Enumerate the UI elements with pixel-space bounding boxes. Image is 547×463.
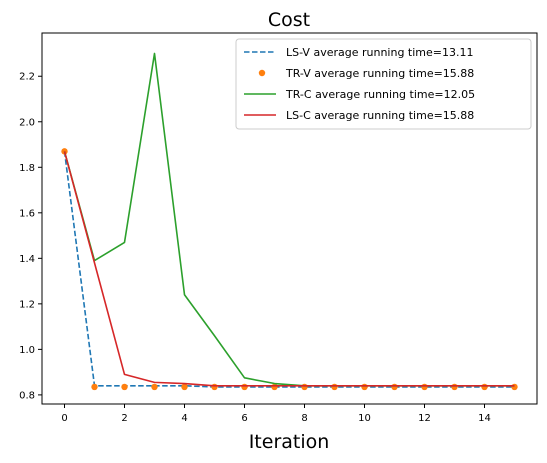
- data-point: [91, 383, 98, 391]
- y-tick-label: 1.6: [19, 208, 35, 219]
- legend-entry: LS-C average running time=15.88: [244, 109, 474, 122]
- data-point: [241, 383, 248, 391]
- data-point: [211, 383, 218, 391]
- y-axis-ticks: 0.8 1.0 1.2 1.4 1.6 1.8 2.0 2.2: [19, 72, 42, 401]
- legend-entry: LS-V average running time=13.11: [244, 46, 474, 59]
- series-layer: [61, 52, 518, 391]
- legend-label: LS-V average running time=13.11: [286, 46, 474, 59]
- x-tick-label: 12: [418, 413, 431, 424]
- x-tick-label: 10: [358, 413, 371, 424]
- legend: LS-V average running time=13.11 TR-V aver…: [235, 38, 532, 130]
- plot-area-frame: [41, 32, 538, 405]
- series-1: [63, 151, 515, 388]
- legend-box: [235, 38, 532, 130]
- x-tick-label: 4: [181, 413, 187, 424]
- data-point: [301, 383, 308, 391]
- chart-title: Cost: [268, 9, 310, 31]
- data-point: [61, 148, 68, 155]
- legend-entry: TR-V average running time=15.88: [258, 67, 474, 80]
- y-tick-label: 0.8: [19, 390, 35, 401]
- data-point: [331, 383, 338, 391]
- x-axis-label: Iteration: [249, 431, 330, 453]
- y-tick-label: 1.2: [19, 299, 35, 310]
- legend-label: TR-V average running time=15.88: [285, 67, 474, 80]
- data-point: [421, 383, 428, 391]
- x-axis-ticks: 0 2 4 6 8 10 12 14: [61, 404, 491, 424]
- y-tick-label: 1.0: [19, 345, 35, 356]
- y-tick-label: 1.8: [19, 163, 35, 174]
- x-tick-label: 14: [478, 413, 491, 424]
- y-tick-label: 2.2: [19, 72, 35, 83]
- legend-marker: [258, 69, 266, 77]
- x-tick-label: 2: [121, 413, 127, 424]
- x-tick-label: 0: [61, 413, 67, 424]
- data-point: [271, 383, 278, 391]
- legend-entry: TR-C average running time=12.05: [244, 88, 475, 101]
- series-4: [63, 151, 515, 387]
- data-point: [181, 383, 188, 391]
- data-point: [361, 383, 368, 391]
- legend-label: LS-C average running time=15.88: [286, 109, 474, 122]
- legend-label: TR-C average running time=12.05: [285, 88, 475, 101]
- data-point: [391, 383, 398, 391]
- x-tick-label: 6: [241, 413, 247, 424]
- data-point: [451, 383, 458, 391]
- data-point: [511, 383, 518, 391]
- y-tick-label: 1.4: [19, 254, 35, 265]
- series-line: [63, 151, 515, 388]
- y-tick-label: 2.0: [19, 117, 35, 128]
- data-point: [151, 383, 158, 391]
- series-2: [61, 148, 518, 391]
- data-point: [481, 383, 488, 391]
- data-point: [121, 383, 128, 391]
- series-line: [63, 151, 515, 387]
- x-tick-label: 8: [301, 413, 307, 424]
